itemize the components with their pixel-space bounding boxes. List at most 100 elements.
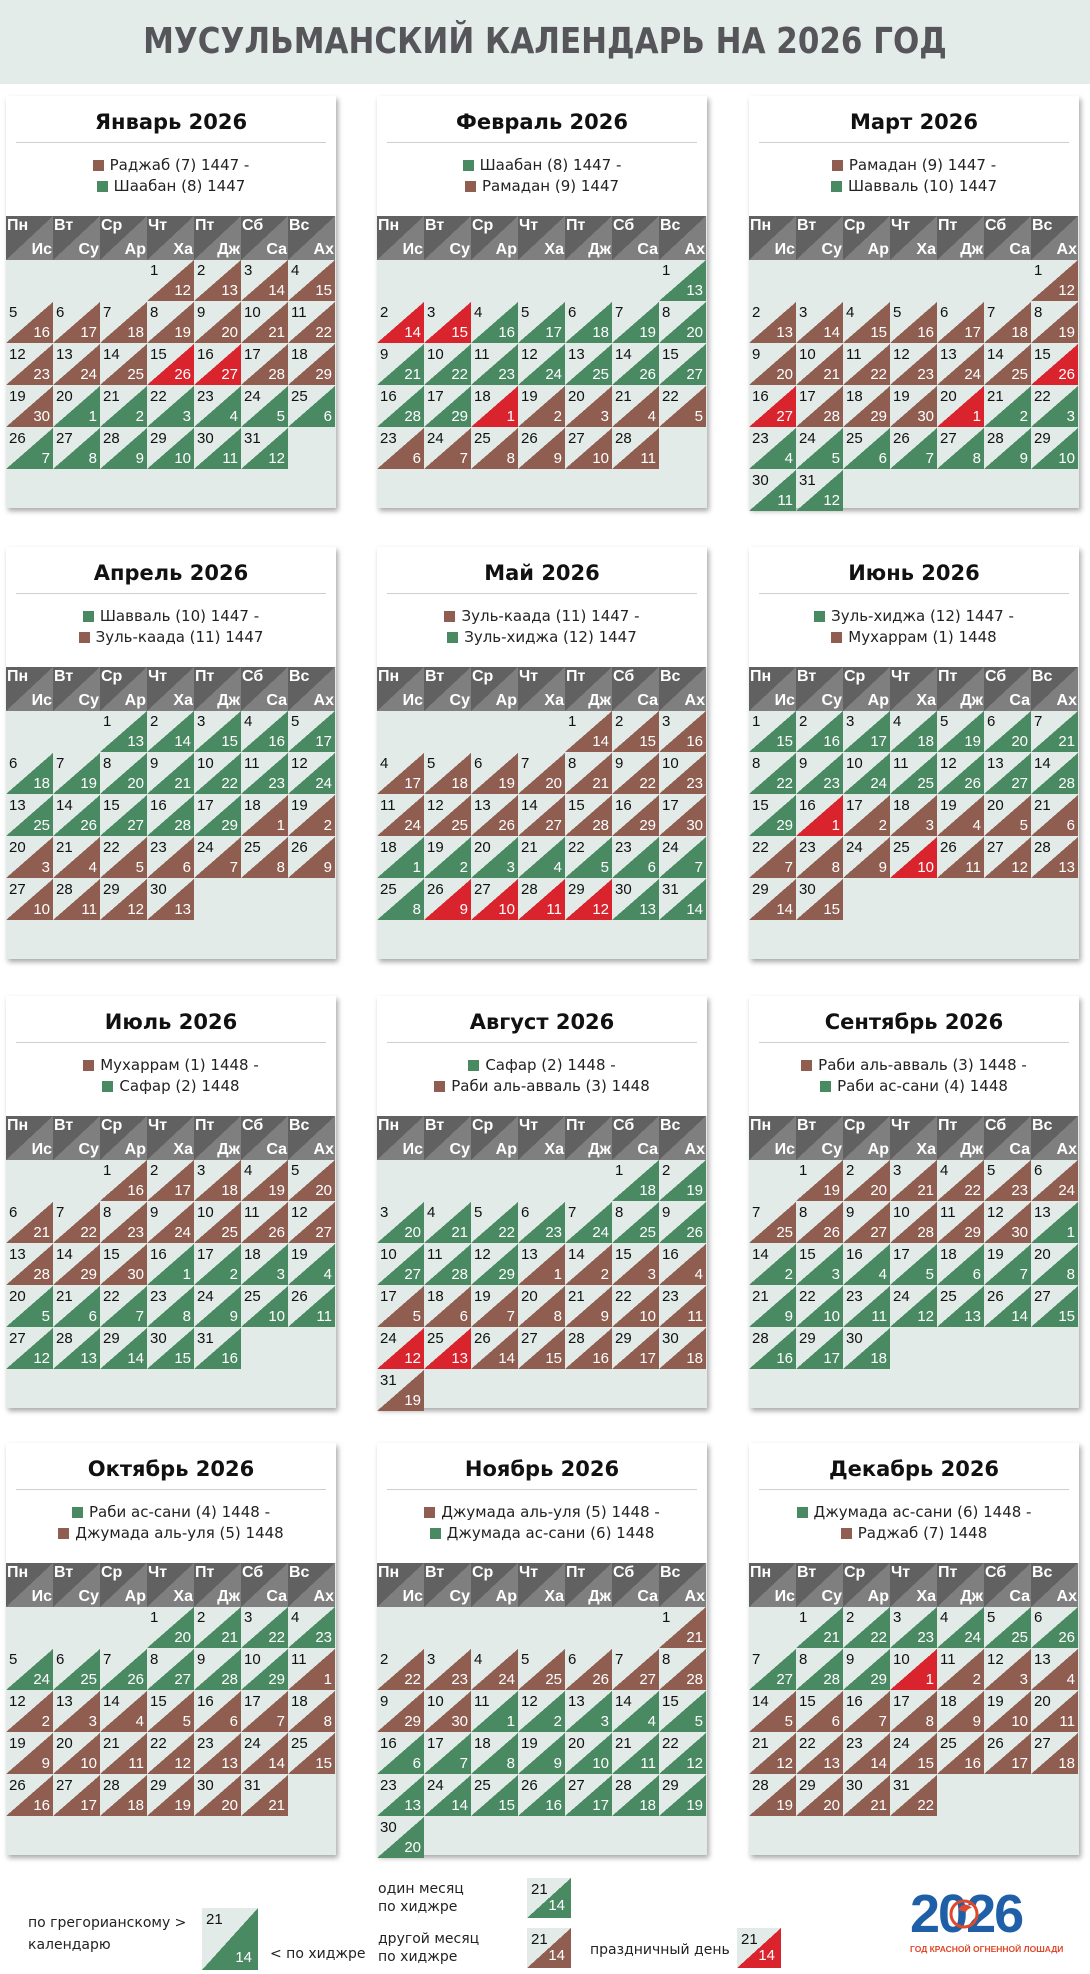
weekday-gregorian: Ср [101, 668, 123, 685]
weekday-hijri: Ха [544, 1141, 564, 1158]
day-gregorian: 19 [987, 1246, 1004, 1263]
day-cell: 14 4 [100, 1691, 147, 1732]
weekday-hijri: Ис [402, 241, 423, 258]
day-hijri: 9 [972, 1713, 981, 1730]
day-cell: 29 14 [749, 879, 796, 920]
day-cell: 10 25 [194, 1202, 241, 1243]
month-header: Июль 2026 Мухаррам (1) 1448 - Сафар (2) 14… [6, 996, 336, 1116]
day-gregorian: 4 [291, 262, 300, 279]
day-cell: 14 4 [612, 1691, 659, 1732]
weekday-gregorian: Сб [985, 1117, 1007, 1134]
logo-number: 2026 [910, 1884, 1023, 1944]
hijri-month-text: Шаабан (8) 1447 - [479, 156, 622, 174]
hijri-month-label: Раби ас-сани (4) 1448 [749, 1077, 1079, 1095]
month-divider [387, 1489, 697, 1490]
day-hijri: 29 [870, 1671, 887, 1688]
day-gregorian: 3 [799, 304, 808, 321]
hijri-color-swatch [83, 1060, 95, 1071]
day-gregorian: 18 [244, 1246, 261, 1263]
day-gregorian: 6 [1034, 1162, 1043, 1179]
day-gregorian: 28 [103, 1777, 120, 1794]
month-divider [16, 1489, 326, 1490]
day-hijri: 30 [917, 408, 934, 425]
day-hijri: 9 [459, 901, 468, 918]
day-hijri: 25 [1011, 1629, 1028, 1646]
month-card: Февраль 2026 Шаабан (8) 1447 - Рамадан (9)… [377, 96, 707, 508]
weekday-gregorian: Вс [289, 1564, 310, 1581]
hijri-month-text: Рамадан (9) 1447 - [848, 156, 997, 174]
page-title: МУСУЛЬМАНСКИЙ КАЛЕНДАРЬ НА 2026 ГОД [143, 21, 947, 62]
day-cell: 28 11 [53, 879, 100, 920]
day-hijri: 19 [174, 1797, 191, 1814]
day-gregorian: 29 [752, 881, 769, 898]
weekday-gregorian: Чт [891, 1564, 911, 1581]
day-gregorian: 11 [940, 1651, 956, 1668]
day-hijri: 11 [546, 901, 562, 918]
day-gregorian: 8 [1034, 304, 1043, 321]
weekday-gregorian: Вт [54, 1117, 74, 1134]
day-gregorian: 15 [662, 346, 679, 363]
day-hijri: 30 [451, 1713, 468, 1730]
day-cell: 13 24 [53, 344, 100, 385]
day-hijri: 27 [545, 817, 562, 834]
day-cell: 3 23 [424, 1649, 471, 1690]
day-hijri: 15 [776, 733, 793, 750]
legend-hijri-label: < по хиджре [270, 1946, 366, 1962]
day-gregorian: 15 [799, 1246, 816, 1263]
day-hijri: 20 [174, 1629, 191, 1646]
day-hijri: 7 [135, 1308, 144, 1325]
day-hijri: 22 [315, 324, 332, 341]
day-gregorian: 16 [799, 797, 816, 814]
day-hijri: 28 [823, 408, 840, 425]
day-gregorian: 2 [615, 713, 624, 730]
month-header: Август 2026 Сафар (2) 1448 - Раби аль-авва… [377, 996, 707, 1116]
day-hijri: 4 [229, 408, 238, 425]
hijri-month-text: Раби ас-сани (4) 1448 [837, 1077, 1008, 1095]
weekday-gregorian: Чт [148, 217, 168, 234]
day-cell: 10 22 [424, 344, 471, 385]
day-gregorian: 24 [427, 1777, 444, 1794]
day-hijri: 18 [127, 324, 144, 341]
day-cell: 14 2 [565, 1244, 612, 1285]
day-gregorian: 21 [568, 1288, 585, 1305]
day-gregorian: 3 [244, 1609, 253, 1626]
day-hijri: 6 [647, 859, 656, 876]
weekday-hijri: Ар [867, 1588, 889, 1605]
day-cell: 13 3 [565, 1691, 612, 1732]
weekday-gregorian: Чт [148, 1117, 168, 1134]
day-hijri: 14 [127, 1350, 144, 1367]
day-gregorian: 15 [103, 1246, 120, 1263]
day-gregorian: 29 [150, 1777, 167, 1794]
hijri-color-swatch [462, 160, 474, 171]
day-cell: 11 22 [843, 344, 890, 385]
weekday-gregorian: Ср [472, 1117, 494, 1134]
day-cell: 4 19 [241, 1160, 288, 1201]
day-hijri: 28 [451, 1266, 468, 1283]
day-hijri: 5 [600, 859, 609, 876]
day-gregorian: 18 [380, 839, 397, 856]
day-hijri: 14 [268, 1755, 285, 1772]
day-hijri: 25 [776, 1224, 793, 1241]
weekday-header: Пн Ис [749, 1116, 796, 1160]
day-gregorian: 20 [987, 797, 1004, 814]
day-hijri: 3 [1019, 1671, 1028, 1688]
day-hijri: 18 [917, 733, 934, 750]
day-cell: 12 2 [518, 1691, 565, 1732]
day-gregorian: 17 [380, 1288, 397, 1305]
weekday-header: Вт Су [53, 216, 100, 260]
day-cell: 25 15 [471, 1775, 518, 1816]
day-gregorian: 9 [799, 755, 808, 772]
day-gregorian: 7 [103, 1651, 112, 1668]
weekday-header: Вс Ах [288, 667, 335, 711]
day-hijri: 5 [182, 1713, 191, 1730]
day-cell: 11 24 [377, 795, 424, 836]
day-hijri: 24 [174, 1224, 191, 1241]
day-cell: 9 21 [147, 753, 194, 794]
hijri-month-label: Зуль-каада (11) 1447 - [377, 607, 707, 625]
day-gregorian: 23 [846, 1288, 863, 1305]
day-gregorian: 17 [244, 1693, 261, 1710]
day-hijri: 6 [878, 450, 887, 467]
day-hijri: 3 [88, 1713, 97, 1730]
weekday-header: Вт Су [796, 667, 843, 711]
weekday-hijri: Ис [774, 1588, 795, 1605]
